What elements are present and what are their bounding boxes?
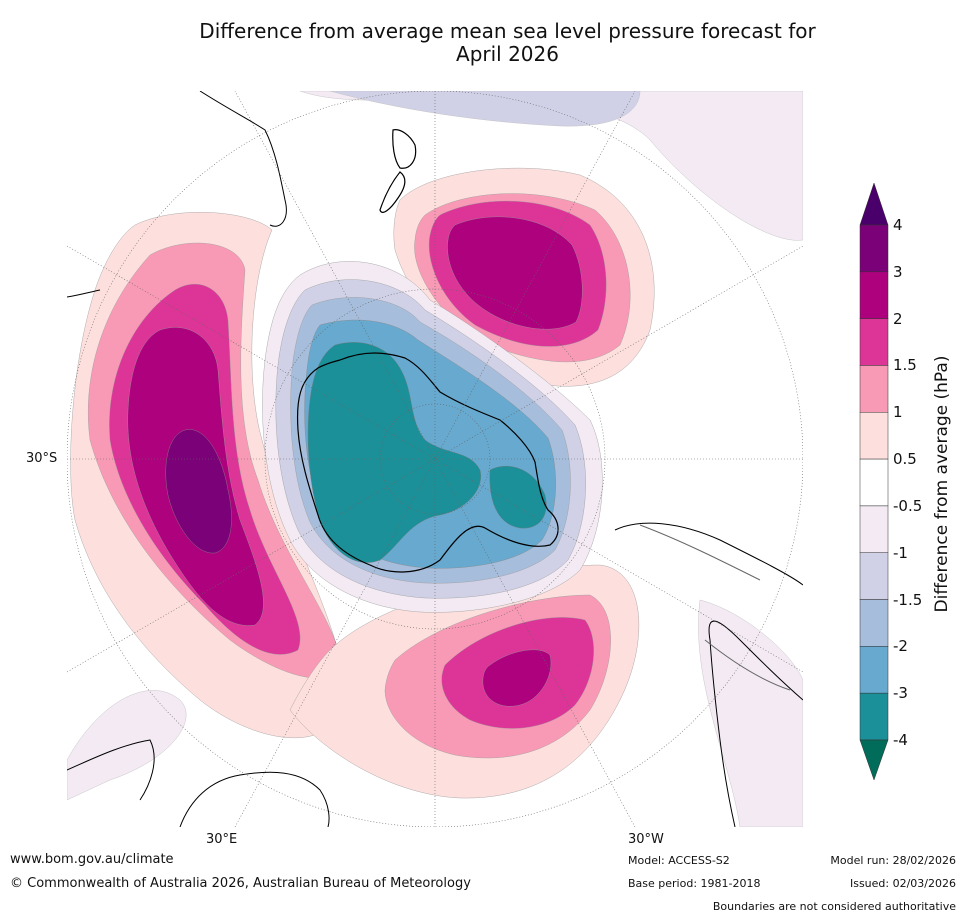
graticule — [67, 91, 803, 827]
antarctica-coastline — [296, 352, 559, 573]
colorbar-band — [859, 646, 889, 694]
colorbar-tick-label: -0.5 — [893, 496, 923, 515]
lon-label-30e: 30°E — [206, 832, 238, 847]
anomaly-west-3-4 — [165, 429, 232, 554]
lat-label-30s: 30°S — [26, 451, 58, 466]
colorbar-tick-label: -2 — [893, 637, 908, 656]
colorbar-tick-label: 2 — [893, 309, 903, 328]
footer-website: www.bom.gov.au/climate — [10, 852, 174, 867]
title-line-1: Difference from average mean sea level p… — [199, 19, 816, 43]
anomaly-north-moderate-negative — [329, 91, 641, 127]
chart-title: Difference from average mean sea level p… — [130, 20, 885, 66]
anomaly-south-2-3 — [482, 649, 552, 707]
anomaly-northeast-2-3 — [447, 216, 583, 330]
title-line-2: April 2026 — [456, 42, 559, 66]
colorbar-band — [859, 318, 889, 366]
colorbar-tick-label: -3 — [893, 684, 908, 703]
colorbar-tick-label: 0.5 — [893, 450, 917, 469]
colorbar-top-extend — [859, 182, 889, 226]
lon-label-30w: 30°W — [628, 832, 664, 847]
colorbar-title: Difference from average (hPa) — [932, 355, 952, 613]
colorbar-tick-label: -1.5 — [893, 590, 923, 609]
south-america-borders — [639, 524, 791, 691]
anomaly-east-weak-negative — [698, 599, 803, 827]
colorbar-band — [859, 505, 889, 553]
colorbar-band — [859, 552, 889, 600]
colorbar-tick-label: 4 — [893, 216, 903, 234]
colorbar — [859, 182, 889, 781]
footer-model-run: Model run: 28/02/2026 — [830, 854, 956, 867]
new-zealand-coastline — [379, 129, 417, 213]
colorbar-band — [859, 365, 889, 413]
map-panel — [67, 91, 803, 827]
colorbar-band — [859, 412, 889, 460]
colorbar-band — [859, 599, 889, 647]
colorbar-tick-label: 1 — [893, 403, 903, 422]
south-america-coastline — [614, 522, 803, 827]
australia-coastline — [67, 289, 330, 827]
colorbar-band — [859, 458, 889, 507]
footer-disclaimer: Boundaries are not considered authoritat… — [712, 900, 956, 913]
colorbar-tick-label: -1 — [893, 543, 908, 562]
colorbar-tick-label: 1.5 — [893, 356, 917, 375]
footer-model: Model: ACCESS-S2 — [628, 854, 730, 867]
colorbar-band — [859, 271, 889, 319]
colorbar-tick-label: 3 — [893, 262, 903, 281]
footer-copyright: © Commonwealth of Australia 2026, Austra… — [10, 876, 471, 891]
anomaly-central-neg-3 — [307, 342, 547, 563]
colorbar-bottom-extend — [859, 739, 889, 781]
colorbar-bands — [859, 224, 889, 741]
africa-coastline — [199, 91, 287, 227]
colorbar-tick-label: -4 — [893, 731, 908, 749]
colorbar-band — [859, 692, 889, 741]
footer-issued: Issued: 02/03/2026 — [849, 877, 956, 890]
colorbar-band — [859, 224, 889, 273]
footer-base-period: Base period: 1981-2018 — [628, 877, 761, 890]
